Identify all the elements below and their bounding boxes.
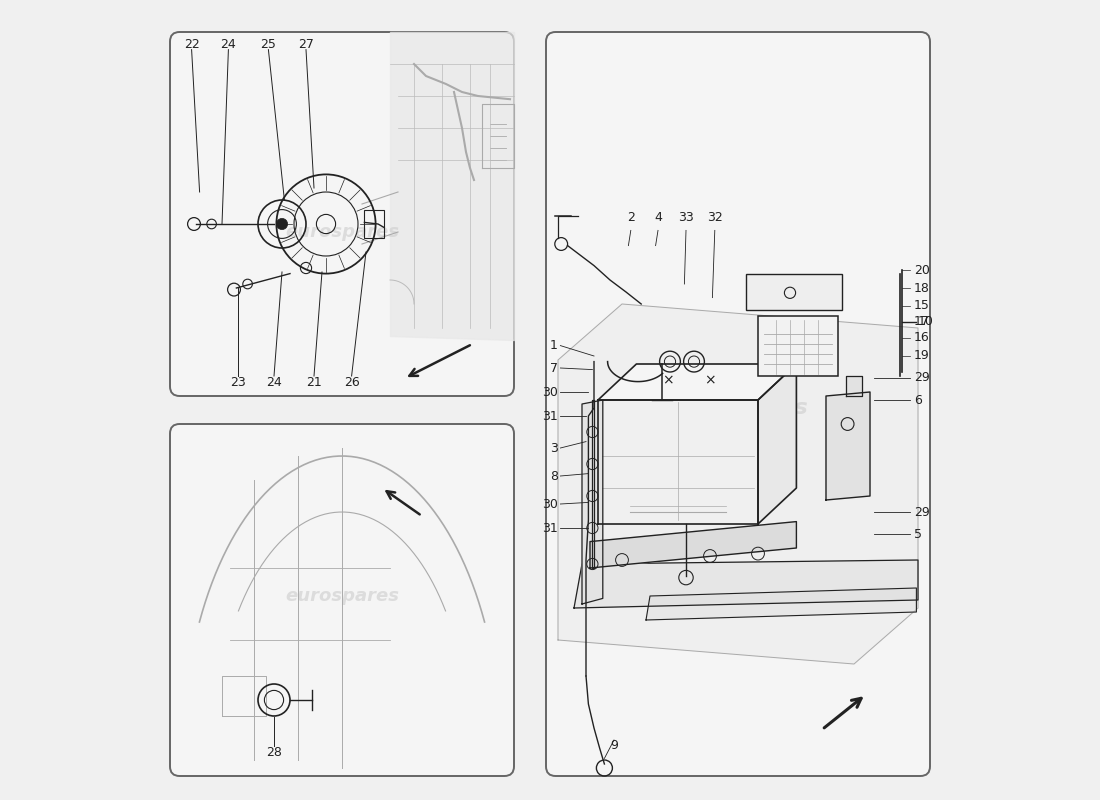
Text: 24: 24 (220, 38, 236, 50)
Text: 30: 30 (542, 498, 558, 510)
Text: 5: 5 (914, 528, 922, 541)
Text: 2: 2 (627, 211, 635, 224)
Text: 28: 28 (266, 746, 282, 758)
Polygon shape (592, 400, 594, 568)
Text: 15: 15 (914, 299, 929, 312)
Text: 20: 20 (914, 264, 929, 277)
Text: 3: 3 (550, 442, 558, 454)
FancyBboxPatch shape (546, 32, 930, 776)
Polygon shape (826, 392, 870, 500)
Polygon shape (558, 304, 918, 664)
Text: 19: 19 (914, 350, 929, 362)
Text: 6: 6 (914, 394, 922, 406)
Text: 9: 9 (610, 739, 618, 752)
Polygon shape (758, 364, 796, 524)
Text: eurospares: eurospares (285, 587, 399, 605)
Text: 25: 25 (261, 38, 276, 50)
Text: 24: 24 (266, 376, 282, 389)
Text: 18: 18 (914, 282, 929, 294)
Text: 29: 29 (914, 371, 929, 384)
Text: 23: 23 (230, 376, 246, 389)
Text: 29: 29 (914, 506, 929, 518)
Text: 4: 4 (654, 211, 662, 224)
Text: eurospares: eurospares (668, 398, 808, 418)
Text: 30: 30 (542, 386, 558, 398)
FancyBboxPatch shape (758, 316, 838, 376)
Text: 7: 7 (550, 362, 558, 374)
Polygon shape (598, 400, 758, 524)
Polygon shape (646, 588, 916, 620)
Circle shape (276, 218, 287, 230)
FancyBboxPatch shape (170, 424, 514, 776)
Text: 21: 21 (306, 376, 322, 389)
Text: 31: 31 (542, 410, 558, 422)
Polygon shape (582, 400, 603, 604)
Text: 1: 1 (550, 339, 558, 352)
Text: 31: 31 (542, 522, 558, 534)
Text: 27: 27 (298, 38, 314, 50)
Polygon shape (846, 376, 862, 396)
Text: 22: 22 (184, 38, 199, 50)
FancyBboxPatch shape (746, 274, 842, 310)
Text: eurospares: eurospares (285, 223, 399, 241)
Polygon shape (598, 364, 796, 400)
Text: 32: 32 (707, 211, 723, 224)
FancyBboxPatch shape (170, 32, 514, 396)
Text: 10: 10 (918, 315, 934, 328)
Text: 33: 33 (678, 211, 694, 224)
Polygon shape (590, 522, 796, 568)
Text: 8: 8 (550, 470, 558, 482)
Text: ×: × (704, 374, 716, 388)
Text: 26: 26 (343, 376, 360, 389)
Polygon shape (574, 560, 918, 608)
Text: 16: 16 (914, 331, 929, 344)
Text: ×: × (662, 374, 674, 388)
Text: 17: 17 (914, 315, 929, 328)
